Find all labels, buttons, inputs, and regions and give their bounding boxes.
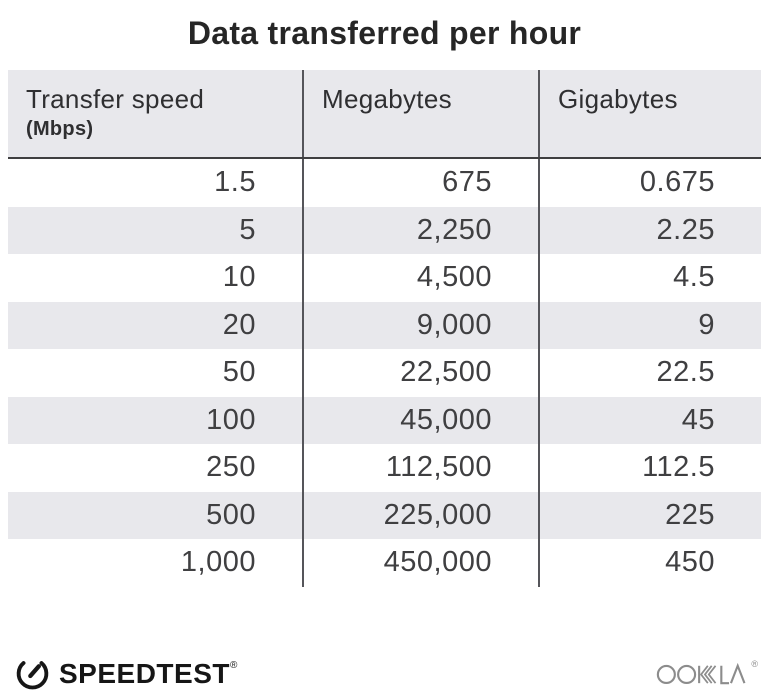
cell-transfer-speed: 500: [206, 498, 256, 531]
cell-transfer-speed: 250: [206, 451, 256, 484]
cell-gigabytes: 45: [538, 396, 761, 444]
table-row: 5 2,250 2.25: [8, 206, 761, 254]
cell-transfer-speed: 1,000: [180, 546, 256, 579]
data-table: Transfer speed (Mbps) Megabytes Gigabyte…: [8, 70, 761, 587]
column-header-unit: (Mbps): [26, 118, 94, 140]
cell-megabytes: 4,500: [302, 254, 538, 302]
speedometer-gauge-icon: [16, 661, 49, 690]
column-header-label: Transfer speed: [26, 84, 205, 114]
table-row: 20 9,000 9: [8, 301, 761, 349]
column-header-label: Megabytes: [322, 84, 452, 114]
column-header-gigabytes: Gigabytes: [538, 70, 761, 157]
column-header-label: Gigabytes: [558, 84, 678, 114]
cell-transfer-speed: 5: [239, 213, 256, 246]
table-header-row: Transfer speed (Mbps) Megabytes Gigabyte…: [8, 70, 761, 159]
table-row: 50 22,500 22.5: [8, 349, 761, 397]
cell-transfer-speed: 1.5: [214, 166, 256, 199]
cell-megabytes: 675: [302, 159, 538, 207]
cell-megabytes: 450,000: [302, 539, 538, 587]
table-row: 500 225,000 225: [8, 491, 761, 539]
cell-gigabytes: 2.25: [538, 206, 761, 254]
cell-transfer-speed: 100: [206, 403, 256, 436]
table-row: 100 45,000 45: [8, 396, 761, 444]
cell-megabytes: 112,500: [302, 444, 538, 492]
table-row: 1.5 675 0.675: [8, 159, 761, 207]
table-row: 1,000 450,000 450: [8, 539, 761, 587]
cell-megabytes: 225,000: [302, 491, 538, 539]
cell-transfer-speed: 50: [222, 356, 256, 389]
ookla-logo: ®: [656, 659, 758, 687]
cell-gigabytes: 450: [538, 539, 761, 587]
ookla-wordmark-icon: [657, 662, 746, 685]
cell-transfer-speed: 20: [222, 308, 256, 341]
cell-megabytes: 2,250: [302, 206, 538, 254]
cell-transfer-speed: 10: [222, 261, 256, 294]
speedtest-logo: SPEEDTEST®: [14, 655, 237, 692]
registered-trademark-icon: ®: [229, 659, 238, 671]
column-header-transfer-speed: Transfer speed (Mbps): [8, 70, 302, 157]
cell-megabytes: 45,000: [302, 396, 538, 444]
column-header-megabytes: Megabytes: [302, 70, 538, 157]
table-row: 10 4,500 4.5: [8, 254, 761, 302]
footer: SPEEDTEST® ®: [14, 655, 758, 692]
cell-megabytes: 9,000: [302, 301, 538, 349]
table-row: 250 112,500 112.5: [8, 444, 761, 492]
cell-gigabytes: 225: [538, 491, 761, 539]
speedtest-wordmark: SPEEDTEST®: [59, 657, 238, 689]
table-body: 1.5 675 0.675 5 2,250 2.25 10 4,500 4.5 …: [8, 159, 761, 587]
cell-gigabytes: 22.5: [538, 349, 761, 397]
registered-trademark-icon: ®: [751, 659, 758, 669]
cell-gigabytes: 4.5: [538, 254, 761, 302]
cell-megabytes: 22,500: [302, 349, 538, 397]
page-title: Data transferred per hour: [187, 15, 582, 51]
cell-gigabytes: 0.675: [538, 159, 761, 207]
cell-gigabytes: 9: [538, 301, 761, 349]
cell-gigabytes: 112.5: [538, 444, 761, 492]
